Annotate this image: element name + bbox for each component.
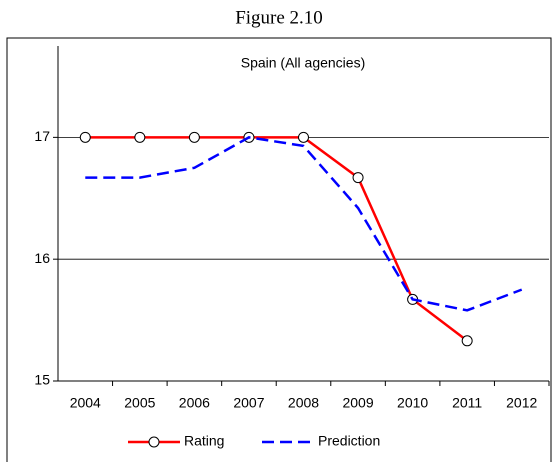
legend-marker	[148, 436, 160, 448]
legend-label: Prediction	[318, 433, 380, 449]
x-tick-label: 2010	[397, 395, 428, 411]
point	[79, 131, 91, 143]
x-tick-label: 2005	[124, 395, 155, 411]
legend-label: Rating	[184, 433, 224, 449]
chart-title: Spain (All agencies)	[241, 55, 366, 71]
point	[188, 131, 200, 143]
frame	[6, 37, 552, 462]
x-tick-label: 2004	[70, 395, 101, 411]
x-tick-label: 2012	[506, 395, 537, 411]
x-tick-label: 2006	[179, 395, 210, 411]
y-tick-label: 16	[34, 250, 50, 266]
series-line	[85, 136, 468, 342]
point	[352, 172, 364, 184]
series-line	[85, 136, 523, 312]
point	[134, 131, 146, 143]
point	[298, 131, 309, 143]
x-tick-label: 2008	[288, 395, 319, 411]
point	[461, 335, 473, 347]
x-tick-label: 2007	[233, 395, 264, 411]
x-tick-label: 2009	[342, 395, 373, 411]
figure-title: Figure 2.10	[235, 7, 323, 28]
y-tick-label: 15	[34, 372, 50, 388]
y-tick-label: 17	[34, 128, 50, 144]
x-tick-label: 2011	[452, 395, 482, 411]
